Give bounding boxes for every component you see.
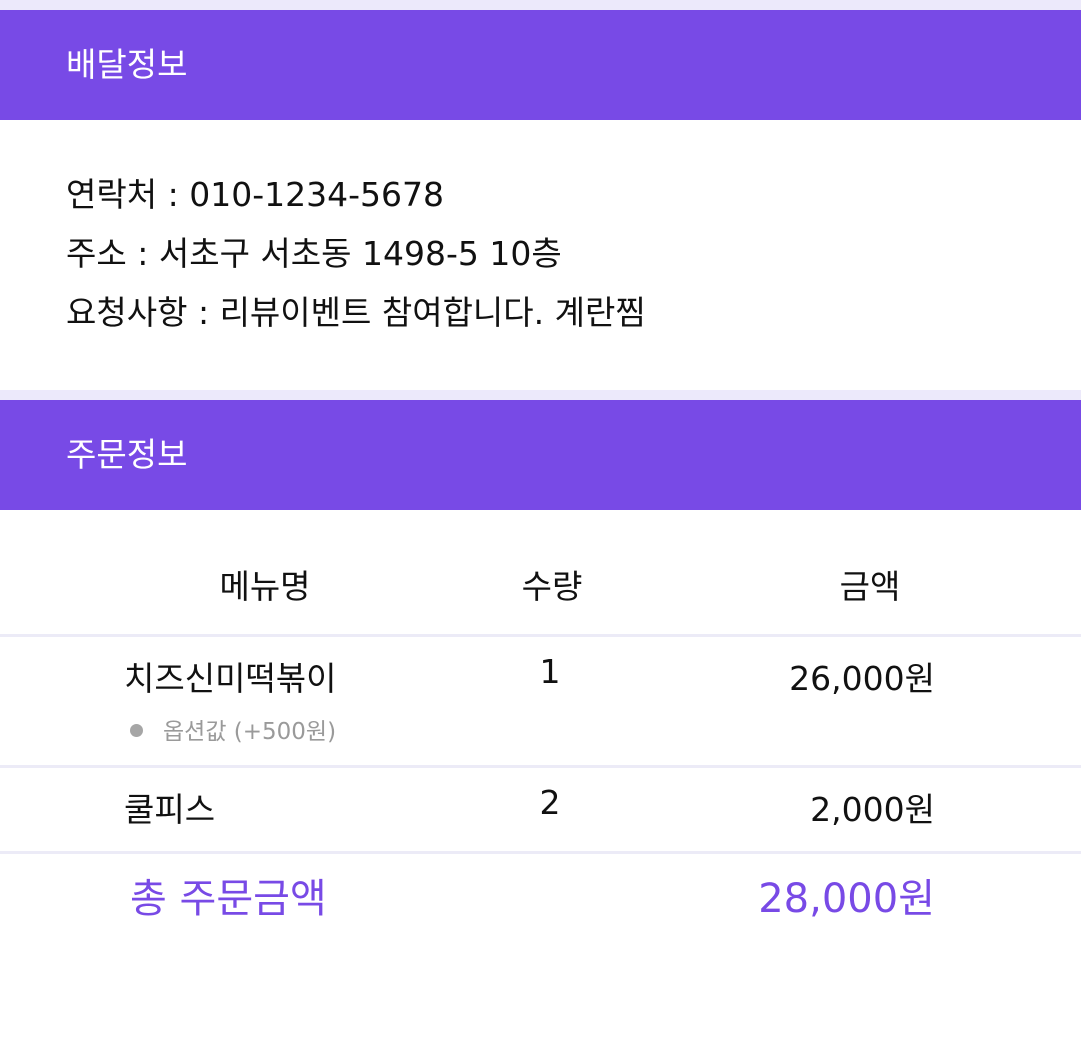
table-divider <box>0 634 1081 637</box>
contact-separator: : <box>157 175 190 214</box>
contact-label: 연락처 <box>66 175 158 214</box>
column-header-price: 금액 <box>839 567 901 606</box>
request-line: 요청사항 : 리뷰이벤트 참여합니다. 계란찜 <box>66 283 1026 342</box>
contact-line: 연락처 : 010-1234-5678 <box>66 165 1026 224</box>
column-header-quantity: 수량 <box>521 567 583 606</box>
request-label: 요청사항 <box>66 293 188 332</box>
contact-value: 010-1234-5678 <box>189 175 444 214</box>
order-section-title: 주문정보 <box>66 435 188 474</box>
item-name: 쿨피스 <box>124 790 216 829</box>
table-divider <box>0 765 1081 768</box>
address-label: 주소 <box>66 234 127 273</box>
section-gap <box>0 390 1081 400</box>
address-line: 주소 : 서초구 서초동 1498-5 10층 <box>66 224 1026 283</box>
bullet-dot-icon <box>130 724 143 737</box>
order-section-header: 주문정보 <box>0 400 1081 510</box>
total-row: 총 주문금액 28,000원 <box>0 866 1081 926</box>
item-option: 옵션값 (+500원) <box>130 712 336 752</box>
request-value: 리뷰이벤트 참여합니다. 계란찜 <box>219 293 646 332</box>
address-separator: : <box>126 234 159 273</box>
order-table-header: 메뉴명 수량 금액 <box>0 560 1081 635</box>
item-quantity: 1 <box>539 652 561 691</box>
item-option-text: 옵션값 (+500원) <box>163 719 337 745</box>
request-separator: : <box>187 293 220 332</box>
item-quantity: 2 <box>539 783 561 822</box>
delivery-section-header: 배달정보 <box>0 10 1081 120</box>
top-strip <box>0 0 1081 10</box>
column-header-menu-name: 메뉴명 <box>219 567 311 606</box>
delivery-section-title: 배달정보 <box>66 45 188 84</box>
total-label: 총 주문금액 <box>130 876 327 922</box>
address-value: 서초구 서초동 1498-5 10층 <box>158 234 562 273</box>
item-price: 26,000원 <box>789 659 935 698</box>
table-divider <box>0 851 1081 854</box>
item-name: 치즈신미떡볶이 <box>124 659 337 698</box>
table-row: 치즈신미떡볶이 1 26,000원 <box>0 652 1081 762</box>
total-value: 28,000원 <box>758 876 935 922</box>
delivery-info: 연락처 : 010-1234-5678 주소 : 서초구 서초동 1498-5 … <box>66 165 1026 342</box>
item-price: 2,000원 <box>810 790 935 829</box>
table-row: 쿨피스 2 2,000원 <box>0 783 1081 848</box>
